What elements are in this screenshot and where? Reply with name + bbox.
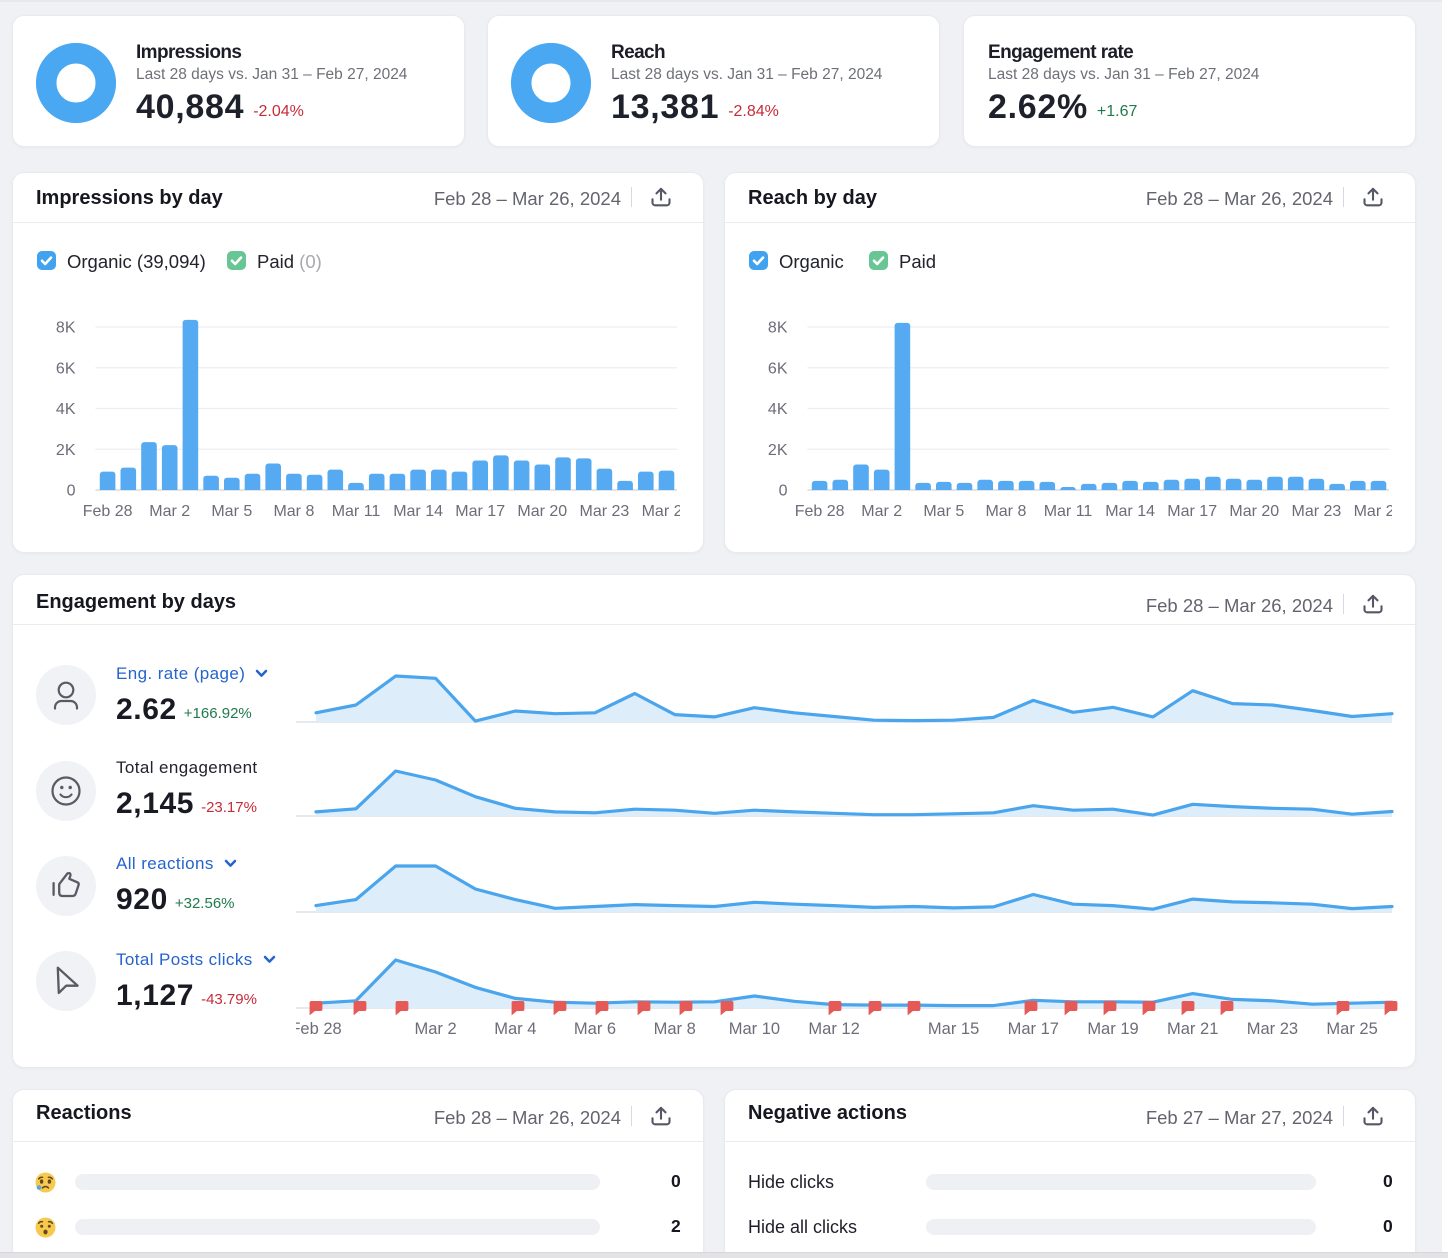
svg-text:8K: 8K (768, 320, 788, 337)
svg-text:2K: 2K (56, 442, 76, 459)
svg-text:Mar 25: Mar 25 (1326, 1020, 1377, 1038)
svg-text:0: 0 (779, 483, 788, 500)
svg-text:4K: 4K (56, 401, 76, 418)
svg-text:Mar 14: Mar 14 (1105, 503, 1155, 520)
svg-text:Mar 11: Mar 11 (332, 503, 381, 520)
svg-text:Mar 23: Mar 23 (1292, 503, 1342, 520)
svg-text:Mar 2: Mar 2 (415, 1020, 457, 1038)
svg-text:Mar 8: Mar 8 (654, 1020, 696, 1038)
svg-text:0: 0 (67, 483, 76, 500)
svg-text:Mar 20: Mar 20 (517, 503, 567, 520)
svg-text:Feb 28: Feb 28 (795, 503, 845, 520)
svg-text:Mar 8: Mar 8 (985, 503, 1026, 520)
svg-text:Mar 21: Mar 21 (1167, 1020, 1218, 1038)
svg-text:Mar 19: Mar 19 (1087, 1020, 1138, 1038)
svg-text:Mar 5: Mar 5 (211, 503, 252, 520)
svg-text:Mar 20: Mar 20 (1229, 503, 1279, 520)
svg-text:4K: 4K (768, 401, 788, 418)
svg-text:8K: 8K (56, 320, 76, 337)
svg-text:6K: 6K (56, 360, 76, 377)
svg-text:Mar 23: Mar 23 (1247, 1020, 1298, 1038)
svg-text:Mar 2: Mar 2 (861, 503, 902, 520)
svg-text:Mar 26: Mar 26 (1354, 503, 1392, 520)
svg-text:Mar 10: Mar 10 (729, 1020, 780, 1038)
svg-text:Mar 11: Mar 11 (1044, 503, 1093, 520)
svg-text:Mar 17: Mar 17 (1008, 1020, 1059, 1038)
svg-text:Mar 17: Mar 17 (1167, 503, 1217, 520)
svg-text:Mar 23: Mar 23 (580, 503, 630, 520)
svg-text:Mar 8: Mar 8 (273, 503, 314, 520)
svg-text:Mar 15: Mar 15 (928, 1020, 979, 1038)
svg-text:Feb 28: Feb 28 (83, 503, 133, 520)
svg-text:Mar 17: Mar 17 (455, 503, 505, 520)
svg-text:6K: 6K (768, 360, 788, 377)
svg-text:Mar 4: Mar 4 (494, 1020, 536, 1038)
svg-text:Mar 6: Mar 6 (574, 1020, 616, 1038)
svg-text:Mar 12: Mar 12 (808, 1020, 859, 1038)
svg-text:Mar 14: Mar 14 (393, 503, 443, 520)
svg-text:Mar 5: Mar 5 (923, 503, 964, 520)
svg-text:Mar 2: Mar 2 (149, 503, 190, 520)
svg-text:Feb 28: Feb 28 (296, 1020, 342, 1038)
svg-text:Mar 26: Mar 26 (642, 503, 680, 520)
svg-text:2K: 2K (768, 442, 788, 459)
